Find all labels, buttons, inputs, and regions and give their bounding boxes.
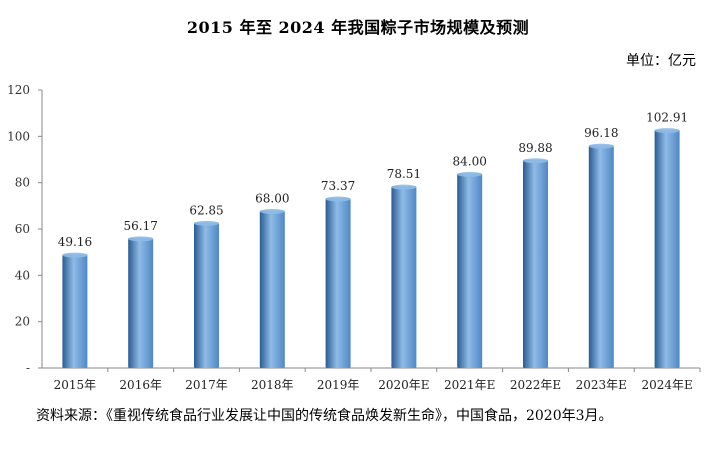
y-tick-label: 100 bbox=[7, 129, 30, 143]
data-label: 84.00 bbox=[453, 154, 487, 168]
x-tick-label: 2024年E bbox=[641, 378, 692, 392]
bar-cap bbox=[457, 171, 483, 177]
y-tick-label: - bbox=[26, 361, 30, 375]
y-tick-label: 40 bbox=[15, 268, 30, 282]
data-label: 78.51 bbox=[387, 167, 421, 181]
x-tick-label: 2019年 bbox=[317, 378, 360, 392]
bar bbox=[391, 186, 417, 368]
bars bbox=[62, 128, 680, 368]
chart-title: 2015 年至 2024 年我国粽子市场规模及预测 bbox=[186, 18, 530, 37]
bar bbox=[259, 210, 285, 368]
bar bbox=[523, 159, 548, 368]
bar bbox=[128, 237, 154, 368]
x-tick-label: 2015年 bbox=[54, 378, 97, 392]
bar-cap bbox=[325, 196, 351, 202]
bar bbox=[457, 173, 483, 368]
data-label: 96.18 bbox=[584, 126, 618, 140]
bar-cap bbox=[588, 143, 614, 149]
y-tick-label: 20 bbox=[15, 315, 30, 329]
bar-cap bbox=[523, 158, 548, 164]
data-label: 49.16 bbox=[58, 235, 92, 249]
source-note: 资料来源：《重视传统食品行业发展让中国的传统食品焕发新生命》，中国食品，2020… bbox=[36, 408, 613, 424]
data-label: 102.91 bbox=[646, 111, 688, 125]
x-tick-label: 2018年 bbox=[251, 378, 294, 392]
bar-cap bbox=[391, 184, 417, 190]
data-label: 68.00 bbox=[255, 191, 289, 205]
y-tick-label: 120 bbox=[7, 83, 30, 97]
bar-cap bbox=[194, 220, 219, 226]
data-label: 73.37 bbox=[321, 179, 355, 193]
x-tick-label: 2020年E bbox=[378, 378, 429, 392]
x-tick-label: 2016年 bbox=[119, 378, 162, 392]
data-label: 56.17 bbox=[124, 219, 158, 233]
data-label: 89.88 bbox=[518, 141, 552, 155]
bar bbox=[194, 222, 219, 368]
bar-cap bbox=[654, 128, 680, 134]
bar-cap bbox=[259, 208, 285, 214]
x-tick-label: 2023年E bbox=[576, 378, 627, 392]
x-tick-label: 2021年E bbox=[444, 378, 495, 392]
bar bbox=[588, 145, 614, 368]
x-tick-label: 2017年 bbox=[185, 378, 228, 392]
bar bbox=[325, 198, 351, 368]
unit-label: 单位：亿元 bbox=[626, 53, 696, 69]
bar bbox=[654, 129, 680, 368]
data-label: 62.85 bbox=[189, 203, 223, 217]
bar-cap bbox=[62, 252, 88, 258]
y-tick-label: 60 bbox=[15, 222, 30, 236]
y-tick-label: 80 bbox=[15, 176, 30, 190]
bar-chart: - 20 40 60 80 100 120 49.16 2015年 56.17 2016年 62.8… bbox=[7, 83, 701, 392]
x-tick-label: 2022年E bbox=[510, 378, 561, 392]
bar-cap bbox=[128, 236, 154, 242]
bar bbox=[62, 254, 88, 368]
labels: 49.16 2015年 56.17 2016年 62.85 2017年 68.00 2018年… bbox=[54, 111, 693, 392]
